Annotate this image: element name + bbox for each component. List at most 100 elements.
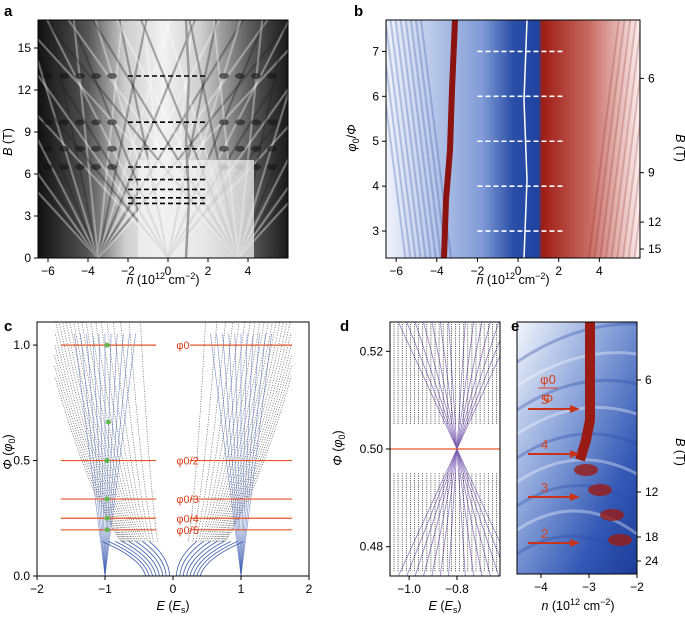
panel-c-ylabel: Φ (φ0) (1, 434, 17, 469)
spectrum-curve (140, 322, 158, 542)
panel-d-xticks: −1.0 −0.8 (397, 576, 469, 596)
panel-e-fan-pattern (517, 322, 637, 566)
spectrum-curve (448, 322, 458, 450)
panel-e: 5 4 3 2 φ0 Φ −4 −3 −2 6 12 18 24 (516, 321, 659, 594)
fan-ray (72, 20, 100, 258)
panel-b-red-streak (441, 20, 458, 258)
spectrum-curve (212, 322, 273, 542)
landau-blob (219, 145, 229, 152)
spectrum-curve (113, 322, 148, 542)
fan-ray (599, 20, 632, 258)
panel-letter-a: a (4, 3, 13, 20)
panel-a-xtick-label: 4 (245, 264, 252, 278)
panel-d-ytick-label: 0.50 (360, 442, 384, 456)
arrow-label: 3 (541, 480, 548, 495)
spectrum-curve-blue (104, 333, 124, 576)
panel-e-background (517, 322, 637, 574)
panel-b-xtick-label: −2 (471, 264, 485, 278)
panel-a-xtick-label: −6 (41, 264, 55, 278)
landau-blob (267, 145, 277, 152)
panel-a-central-region (138, 160, 254, 258)
fan-ray (517, 534, 637, 566)
spectrum-curve (406, 322, 458, 450)
spectrum-curve (106, 322, 146, 542)
fan-ray (38, 182, 99, 258)
flux-line-label: φ0 (176, 340, 189, 352)
arrow-head (570, 405, 580, 413)
spectrum-curve-blue (115, 541, 153, 576)
fan-ray (414, 20, 447, 258)
panel-b-ytick-label: 5 (372, 134, 379, 148)
panel-e-xtick-label: −3 (582, 580, 596, 594)
fan-ray (386, 96, 407, 258)
spectrum-curve (456, 322, 466, 450)
panel-d-xtick-label: −0.8 (445, 582, 469, 596)
panel-a-ylabel: B (T) (1, 128, 15, 156)
panel-b-background (386, 20, 640, 258)
fan-ray (97, 20, 269, 258)
spectrum-curve (414, 448, 458, 576)
green-point (105, 419, 111, 425)
panel-a-ytick-label: 3 (24, 209, 31, 223)
fan-ray (621, 114, 640, 258)
green-point (104, 496, 110, 502)
arrow-head (570, 450, 580, 458)
panel-b-xlabel: n (1012 cm−2) (476, 271, 549, 287)
spectrum-curve (406, 448, 458, 576)
red-blob (574, 464, 598, 476)
landau-blob (91, 73, 101, 79)
red-blob (608, 534, 632, 546)
panel-b-ytick-label: 4 (372, 179, 379, 193)
spectrum-curve (456, 322, 500, 450)
landau-blob (251, 119, 261, 126)
spectrum-curve-blue (199, 540, 245, 576)
panel-e-right-yticks: 6 12 18 24 (637, 373, 659, 568)
panel-a-dashed-lines (128, 75, 208, 205)
spectrum-curve (448, 448, 458, 576)
panel-a-ytick-label: 12 (18, 83, 32, 97)
panel-b-ytick-label: 6 (372, 89, 379, 103)
green-point (104, 527, 110, 533)
panel-b-right-yticks: 6 9 12 15 (640, 71, 662, 256)
landau-blob (219, 119, 229, 126)
panel-b-xtick-label: 4 (596, 264, 603, 278)
panel-a-ytick-label: 9 (24, 125, 31, 139)
fan-ray (48, 20, 100, 258)
panel-letter-b: b (354, 3, 363, 20)
landau-blob (59, 73, 69, 79)
panel-d-spectrum (393, 322, 500, 576)
panel-b-xtick-label: −6 (389, 264, 403, 278)
panel-c-ytick-label: 0.5 (13, 454, 30, 468)
flux-line-label: φ0/5 (176, 525, 198, 537)
spectrum-curve-blue (182, 541, 211, 576)
spectrum-curve (73, 322, 134, 542)
spectrum-curve-blue (92, 333, 106, 576)
fan-ray (593, 20, 626, 258)
flux-ratio-numerator: φ0 (540, 372, 556, 387)
fan-ray (38, 57, 100, 258)
panel-c-xtick-label: −2 (30, 582, 44, 596)
panel-c-green-points (104, 342, 111, 533)
panel-c-butterfly-spectrum (54, 322, 292, 576)
spectrum-curve (224, 365, 292, 542)
spectrum-curve-blue (179, 541, 204, 576)
fan-ray (38, 137, 99, 258)
panel-e-right-ytick-label: 24 (645, 554, 659, 568)
landau-blob (267, 119, 277, 126)
fan-ray (97, 22, 288, 258)
spectrum-curve (202, 322, 246, 542)
spectrum-curve (456, 322, 491, 450)
fan-ray (97, 48, 288, 258)
spectrum-curve-blue (193, 541, 231, 576)
fan-ray (517, 458, 637, 484)
landau-blob (59, 164, 69, 170)
fan-ray (604, 20, 637, 258)
panel-a-xtick-label: −2 (121, 264, 135, 278)
panel-c-xlabel: E (Es) (157, 599, 190, 615)
fan-ray (38, 96, 169, 258)
fan-ray (517, 351, 637, 388)
spectrum-curve-blue (222, 333, 242, 576)
panel-b-right-ytick-label: 12 (648, 215, 662, 229)
spectrum-curve-blue (104, 333, 118, 576)
